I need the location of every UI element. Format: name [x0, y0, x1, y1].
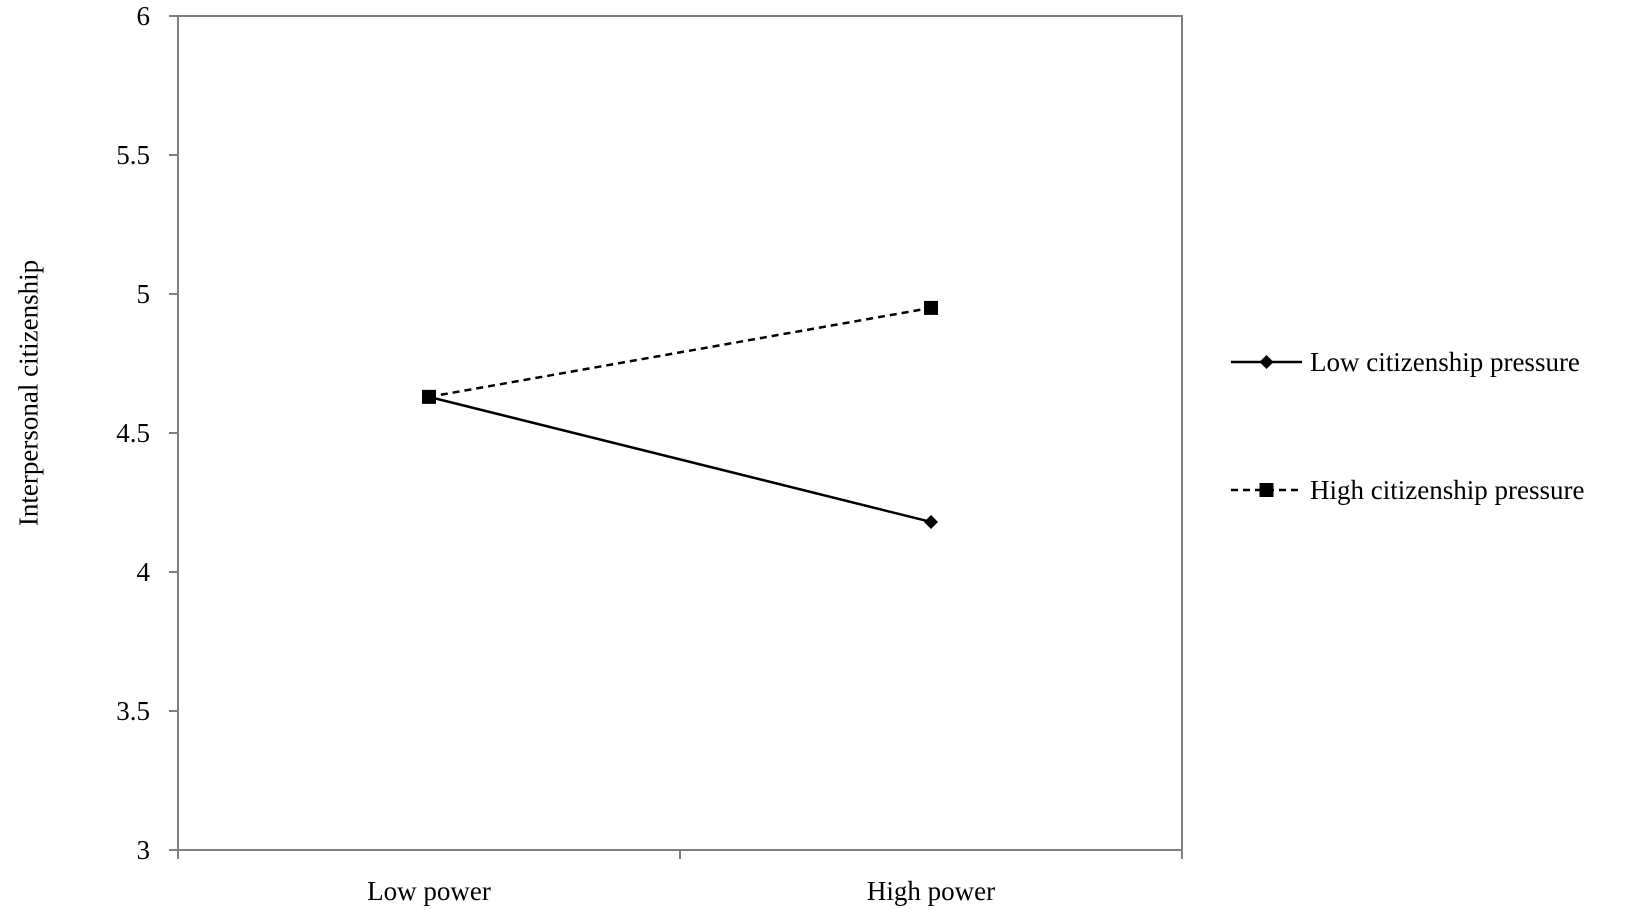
- y-tick-label: 3.5: [116, 696, 150, 726]
- series-high-citizenship-pressure: [422, 300, 938, 404]
- legend-marker-diamond: [1259, 355, 1274, 369]
- data-point-diamond: [924, 514, 938, 529]
- y-tick-label: 5.5: [116, 140, 150, 170]
- legend-marker-square: [1259, 483, 1274, 497]
- data-point-square: [924, 300, 938, 315]
- series-layer: [422, 300, 938, 529]
- y-axis: 3 3.5 4 4.5 5 5.5 6: [116, 1, 178, 865]
- x-tick-label: High power: [867, 876, 995, 906]
- y-tick-label: 6: [137, 1, 151, 31]
- legend-entry: High citizenship pressure: [1231, 475, 1584, 505]
- y-tick-label: 5: [137, 279, 151, 309]
- legend-label: High citizenship pressure: [1310, 475, 1584, 505]
- series-line: [428, 395, 932, 524]
- y-tick-label: 4: [137, 557, 151, 587]
- y-tick-label: 4.5: [116, 418, 150, 448]
- y-axis-title: Interpersonal citizenship: [13, 260, 43, 526]
- y-tick-label: 3: [137, 835, 151, 865]
- x-axis: Low power High power: [177, 850, 1183, 906]
- plot-area-frame: [177, 15, 1183, 851]
- x-tick-label: Low power: [367, 876, 491, 906]
- data-point-square: [422, 389, 436, 404]
- legend: Low citizenship pressure High citizenship…: [1231, 347, 1584, 505]
- series-low-citizenship-pressure: [422, 389, 938, 529]
- series-line: [428, 306, 932, 399]
- legend-entry: Low citizenship pressure: [1231, 347, 1580, 377]
- legend-label: Low citizenship pressure: [1310, 347, 1580, 377]
